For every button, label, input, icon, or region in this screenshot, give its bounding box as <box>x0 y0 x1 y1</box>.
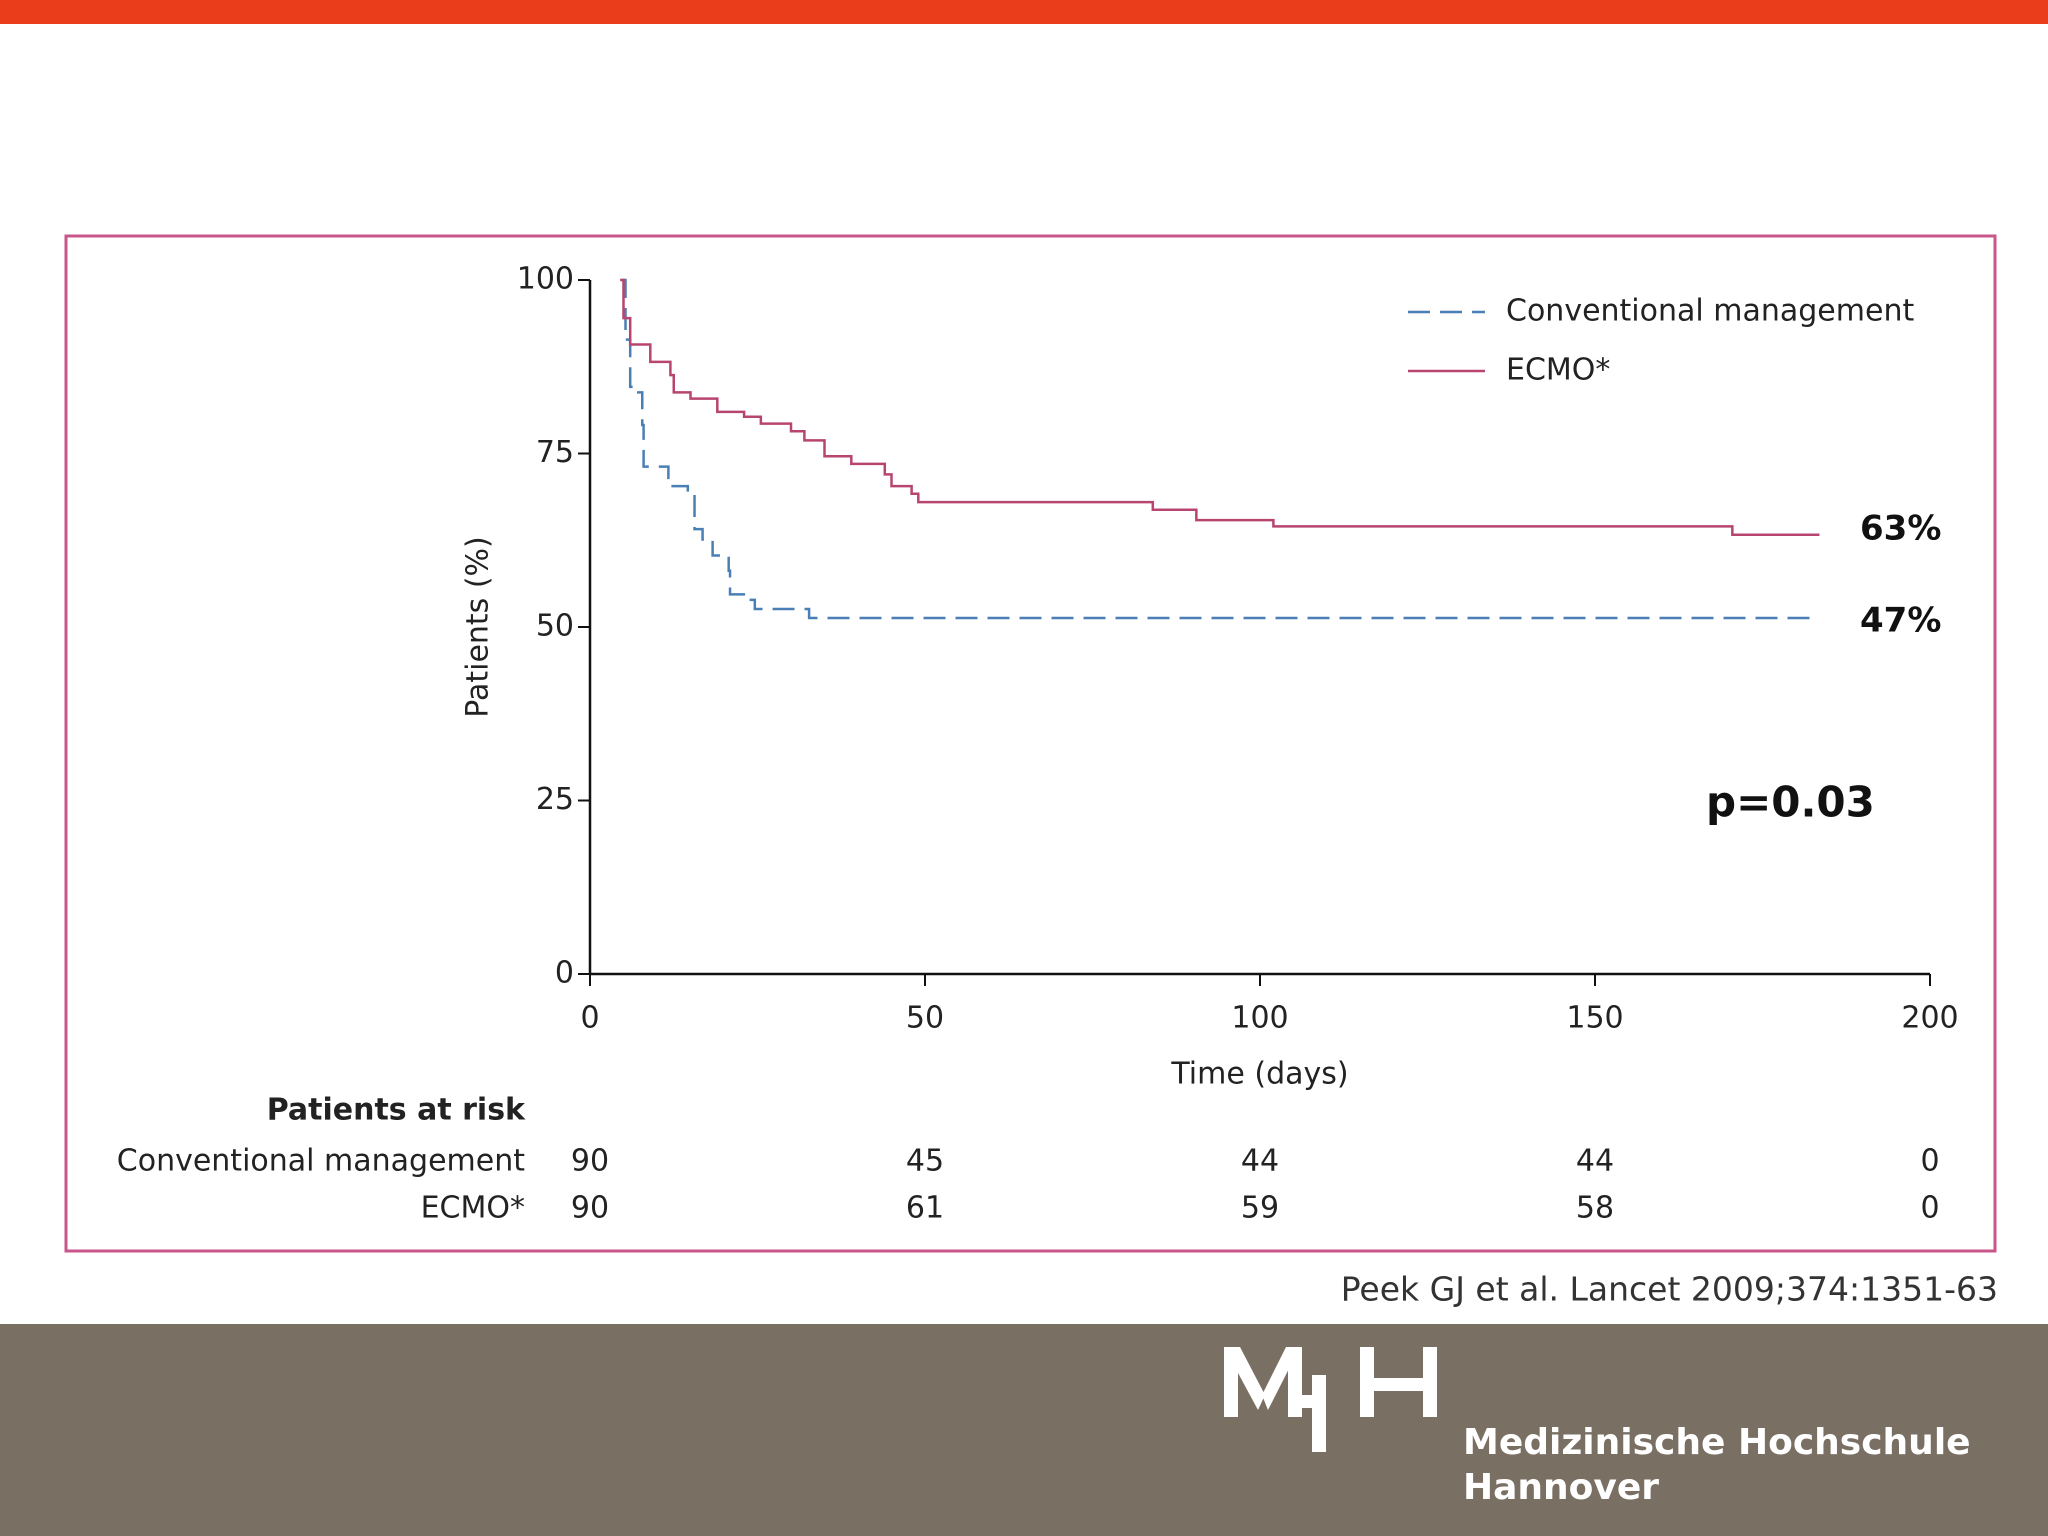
x-tick-label: 200 <box>1901 1001 1958 1036</box>
legend-label: Conventional management <box>1506 294 1914 329</box>
risk-count: 0 <box>1920 1144 1939 1179</box>
risk-count: 44 <box>1241 1144 1279 1179</box>
risk-count: 61 <box>906 1191 944 1226</box>
institution-line: Hannover <box>1463 1467 1659 1508</box>
annotation: 63% <box>1860 509 1941 549</box>
x-tick-label: 50 <box>906 1001 944 1036</box>
annotation: 47% <box>1860 601 1941 641</box>
y-tick-label: 25 <box>536 782 574 817</box>
footer-band <box>0 1324 2048 1536</box>
y-tick-label: 75 <box>536 435 574 470</box>
risk-row-name: ECMO* <box>421 1191 525 1226</box>
risk-count: 90 <box>571 1191 609 1226</box>
x-tick-label: 100 <box>1231 1001 1288 1036</box>
y-tick-label: 50 <box>536 609 574 644</box>
survival-curve <box>621 278 1820 620</box>
risk-count: 45 <box>906 1144 944 1179</box>
citation: Peek GJ et al. Lancet 2009;374:1351-63 <box>1341 1270 1998 1309</box>
logo <box>1224 1347 1437 1452</box>
risk-count: 0 <box>1920 1191 1939 1226</box>
risk-row-name: Conventional management <box>117 1144 525 1179</box>
annotation: p=0.03 <box>1706 778 1875 827</box>
legend-label: ECMO* <box>1506 353 1610 388</box>
institution-line: Medizinische Hochschule <box>1463 1422 1971 1463</box>
x-tick-label: 150 <box>1566 1001 1623 1036</box>
y-tick-label: 100 <box>517 262 574 297</box>
y-axis-label: Patients (%) <box>461 536 496 718</box>
survival-curve <box>620 278 1820 536</box>
x-tick-label: 0 <box>580 1001 599 1036</box>
x-axis-label: Time (days) <box>1170 1057 1348 1092</box>
chart-frame <box>64 234 1997 1253</box>
risk-count: 90 <box>571 1144 609 1179</box>
risk-count: 59 <box>1241 1191 1279 1226</box>
risk-count: 44 <box>1576 1144 1614 1179</box>
y-tick-label: 0 <box>555 956 574 991</box>
risk-table-title: Patients at risk <box>267 1093 526 1128</box>
risk-count: 58 <box>1576 1191 1614 1226</box>
top-bar <box>0 0 2048 24</box>
